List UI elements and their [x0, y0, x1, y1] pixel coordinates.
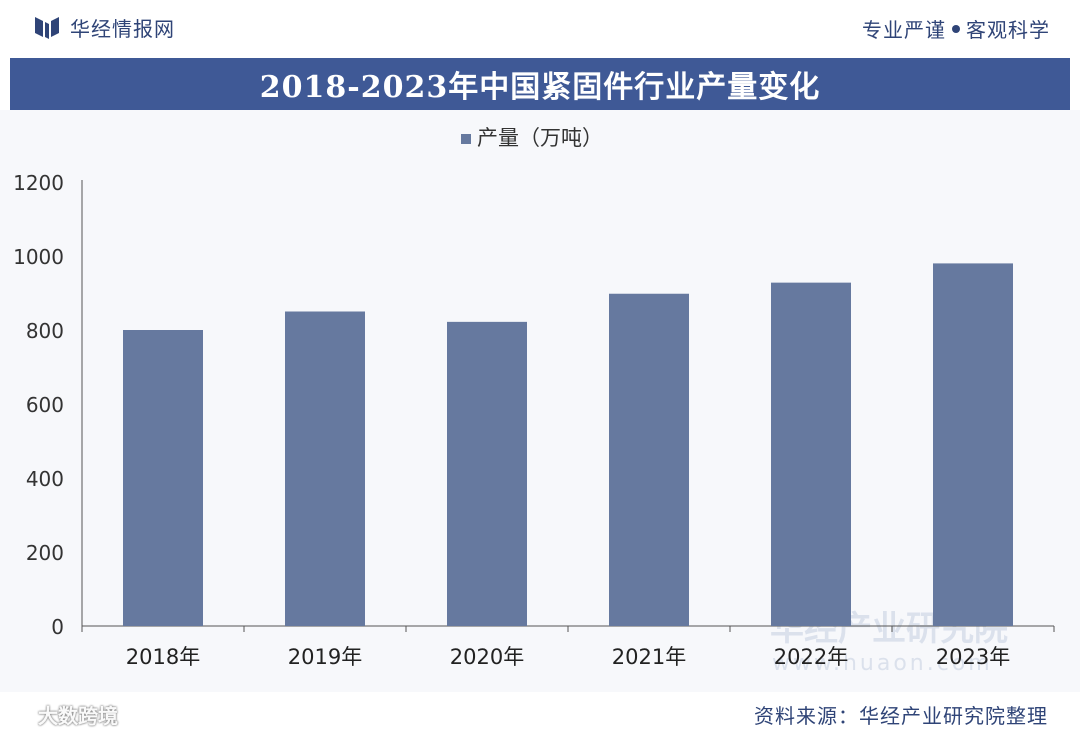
slogan-right: 客观科学	[966, 18, 1050, 42]
footer: 大数跨境 资料来源：华经产业研究院整理	[0, 692, 1080, 741]
x-tick-label: 2018年	[126, 645, 200, 669]
x-tick-label: 2023年	[936, 645, 1010, 669]
platform-badge: 大数跨境	[8, 700, 118, 729]
y-tick-label: 1000	[13, 245, 64, 269]
x-tick-label: 2022年	[774, 645, 848, 669]
bar	[933, 263, 1013, 626]
y-tick-label: 400	[26, 467, 64, 491]
x-tick-label: 2019年	[288, 645, 362, 669]
slogan-left: 专业严谨	[862, 18, 946, 42]
brand-logo-icon	[35, 17, 59, 39]
platform-badge-text: 大数跨境	[38, 704, 118, 728]
brand: 华经情报网	[34, 12, 175, 42]
y-tick-label: 0	[51, 615, 64, 639]
y-tick-label: 200	[26, 541, 64, 565]
bar	[609, 293, 689, 626]
x-tick-label: 2020年	[450, 645, 524, 669]
legend-label: 产量（万吨）	[477, 126, 603, 150]
chat-bubble-icon	[8, 704, 34, 724]
y-tick-label: 1200	[13, 171, 64, 195]
chart-area: 华经产业研究院 www.huaon.com 产量（万吨） 0 200 400 600 800 1…	[0, 110, 1080, 692]
bar	[123, 330, 203, 626]
bar	[771, 282, 851, 626]
source-note: 资料来源：华经产业研究院整理	[754, 704, 1048, 728]
x-tick-label: 2021年	[612, 645, 686, 669]
watermark-url: www.huaon.com	[772, 651, 993, 676]
bar	[285, 311, 365, 626]
y-tick-label: 600	[26, 393, 64, 417]
y-tick-label: 800	[26, 319, 64, 343]
title-band: 2018-2023年中国紧固件行业产量变化	[10, 58, 1070, 110]
brand-name: 华经情报网	[70, 16, 175, 41]
slogan: 专业严谨 客观科学	[862, 14, 1050, 43]
bar-chart: 华经产业研究院www.huaon.com产量（万吨）02004006008001…	[13, 126, 1055, 676]
slogan-dot-icon	[952, 24, 960, 33]
legend-swatch	[461, 134, 471, 144]
top-bar: 华经情报网 专业严谨 客观科学	[0, 0, 1080, 52]
chart-title: 2018-2023年中国紧固件行业产量变化	[259, 70, 821, 105]
bar	[447, 321, 527, 626]
